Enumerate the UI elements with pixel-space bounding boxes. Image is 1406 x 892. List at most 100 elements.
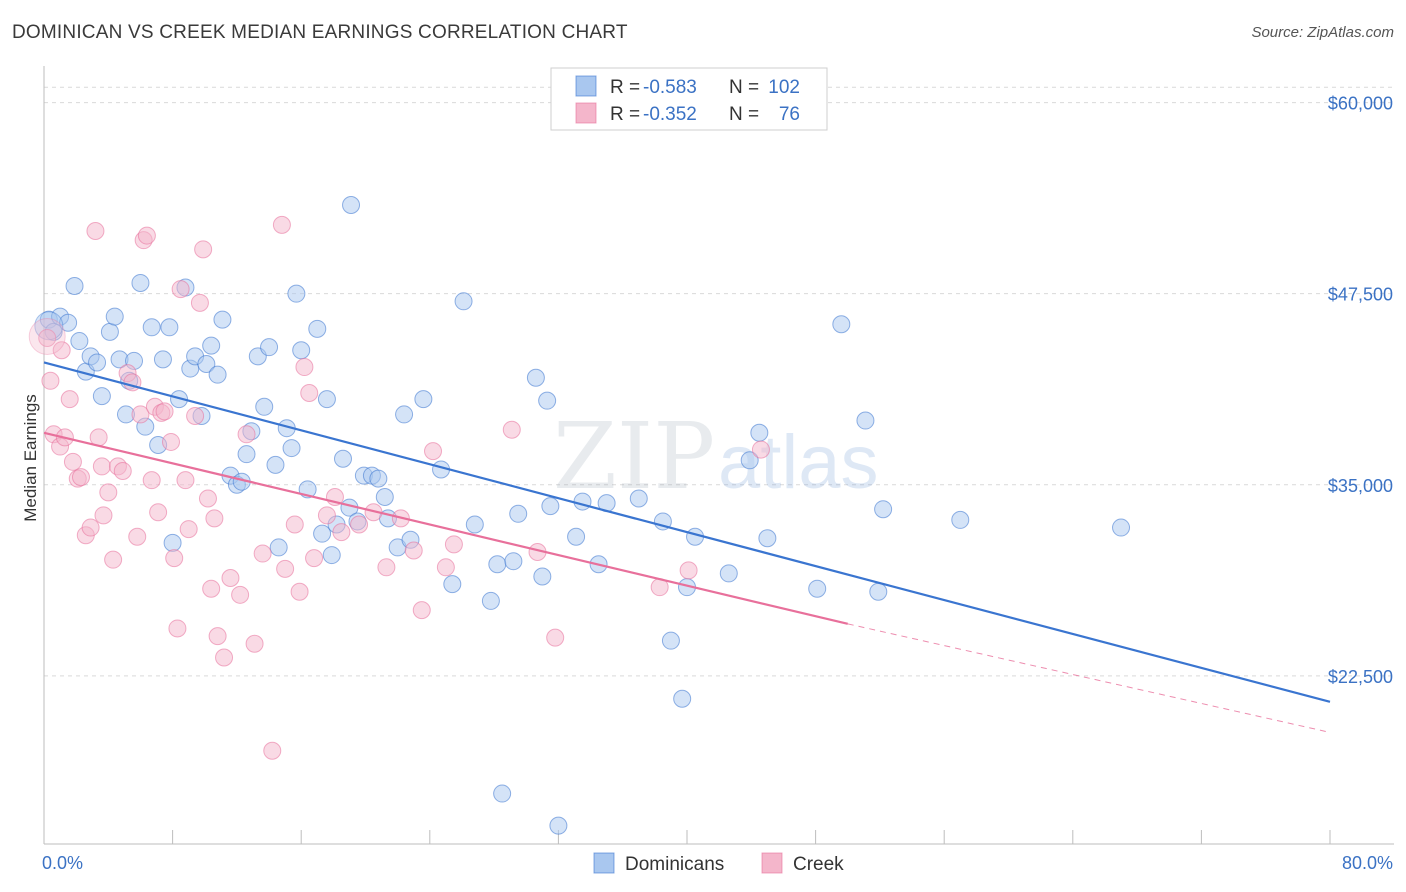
dominican-point [255, 397, 274, 416]
y-tick-label: $35,000 [1328, 476, 1393, 496]
dominican-point [317, 390, 336, 409]
creek-point [94, 506, 113, 525]
creek-point [128, 527, 147, 546]
dominican-point [758, 529, 777, 548]
legend-swatch-pink [575, 102, 597, 124]
creek-point [41, 371, 60, 390]
creek-point [317, 506, 336, 525]
creek-point [137, 226, 156, 245]
creek-point [215, 648, 234, 667]
creek-point [205, 509, 224, 528]
grid-lines [44, 86, 1394, 677]
dominican-point [266, 455, 285, 474]
creek-point [332, 523, 351, 542]
dominican-point [538, 391, 557, 410]
creek-point [502, 420, 521, 439]
trend-line-creek [43, 431, 849, 625]
legend-r-label-1: R = [610, 77, 640, 98]
series-creek [28, 215, 770, 760]
creek-point [149, 503, 168, 522]
creek-point [176, 471, 195, 490]
dominican-point [395, 405, 414, 424]
creek-point [221, 569, 240, 588]
dominican-point [719, 564, 738, 583]
dominican-point [308, 319, 327, 338]
y-tick-label: $60,000 [1328, 94, 1393, 114]
y-tick-labels: $22,500 $35,000 $47,500 $60,000 [1328, 94, 1393, 687]
creek-point [198, 489, 217, 508]
dominican-point [375, 487, 394, 506]
dominican-point [65, 277, 84, 296]
dominican-point [342, 195, 361, 214]
dominican-point [673, 689, 692, 708]
dominican-point [549, 816, 568, 835]
series-legend: Dominicans Creek [593, 852, 844, 875]
correlation-legend: R = -0.583 N = 102 R = -0.352 N = 76 [550, 67, 828, 131]
creek-point [104, 550, 123, 569]
y-tick-label: $47,500 [1328, 285, 1393, 305]
creek-point [194, 240, 213, 259]
creek-point [71, 468, 90, 487]
dominican-point [661, 631, 680, 650]
creek-point [444, 535, 463, 554]
dominican-point [740, 451, 759, 470]
legend-r-label-2: R = [610, 104, 640, 125]
creek-point [253, 544, 272, 563]
trend-line-dominicans [43, 361, 1331, 703]
source-label: Source: ZipAtlas.com [1251, 24, 1394, 41]
creek-point [436, 558, 455, 577]
dominican-point [493, 784, 512, 803]
dominican-point [526, 368, 545, 387]
legend-label-creek: Creek [793, 854, 844, 875]
dominican-point [567, 527, 586, 546]
creek-point [404, 541, 423, 560]
dominican-point [160, 318, 179, 337]
creek-point [679, 561, 698, 580]
dominican-point [509, 504, 528, 523]
dominican-point [292, 341, 311, 360]
dominican-point [533, 567, 552, 586]
dominican-point [260, 338, 279, 357]
dominican-point [153, 350, 172, 369]
watermark: ZIP atlas [553, 403, 879, 510]
creek-point [237, 425, 256, 444]
dominican-point [163, 533, 182, 552]
dominican-point [282, 439, 301, 458]
creek-point [276, 559, 295, 578]
dominican-point [481, 591, 500, 610]
dominican-point [369, 469, 388, 488]
dominican-point [202, 336, 221, 355]
creek-point [113, 461, 132, 480]
creek-point [190, 293, 209, 312]
series-dominicans [34, 195, 1131, 835]
dominican-point [874, 500, 893, 519]
creek-point [142, 471, 161, 490]
creek-point [377, 558, 396, 577]
dominican-point [333, 449, 352, 468]
trend-line-creek-extension [847, 623, 1331, 733]
dominican-point [832, 315, 851, 334]
creek-point [290, 582, 309, 601]
dominican-point [504, 552, 523, 571]
dominican-point [465, 515, 484, 534]
x-tick-min: 0.0% [42, 853, 83, 873]
creek-point [131, 405, 150, 424]
legend-swatch-blue [575, 75, 597, 97]
legend-n-value-1: 102 [768, 77, 800, 98]
dominican-point [488, 555, 507, 574]
creek-point [60, 390, 79, 409]
dominican-point [750, 423, 769, 442]
creek-point [412, 601, 431, 620]
creek-point [186, 406, 205, 425]
creek-point [295, 358, 314, 377]
legend-label-dominicans: Dominicans [625, 854, 724, 875]
dominican-point [100, 322, 119, 341]
creek-point [202, 579, 221, 598]
dominican-point [541, 497, 560, 516]
dominican-point [237, 445, 256, 464]
legend-swatch-dominicans [593, 852, 615, 874]
creek-point [63, 452, 82, 471]
dominican-point [208, 365, 227, 384]
creek-point [245, 634, 264, 653]
